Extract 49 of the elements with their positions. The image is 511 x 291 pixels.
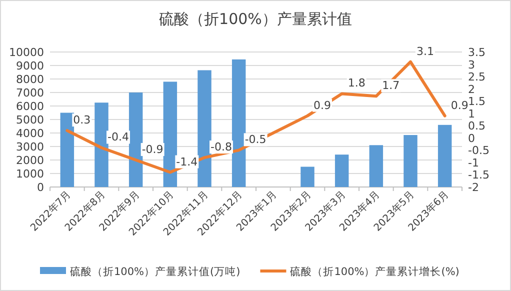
y2-tick-label: -0.5 bbox=[468, 144, 490, 158]
bar bbox=[198, 70, 212, 187]
data-label: 1.7 bbox=[382, 79, 400, 92]
y-tick-label: 3000 bbox=[16, 140, 44, 154]
data-label: 0.3 bbox=[73, 114, 91, 127]
data-label: -0.9 bbox=[142, 143, 164, 156]
y-tick-label: 1000 bbox=[16, 168, 44, 180]
y2-tick-label: -1 bbox=[468, 156, 479, 170]
y-tick-label: 6000 bbox=[16, 100, 44, 113]
bar bbox=[94, 102, 108, 187]
y2-tick-label: -2 bbox=[468, 181, 479, 194]
legend-label: 硫酸（折100%）产量累计值(万吨) bbox=[70, 265, 240, 278]
data-label: 3.1 bbox=[416, 44, 434, 58]
data-label: 0.9 bbox=[314, 98, 331, 112]
bar bbox=[369, 145, 384, 187]
y-tick-label: 10000 bbox=[9, 46, 44, 59]
y2-tick-label: -1.5 bbox=[468, 168, 490, 182]
y-tick-label: 0 bbox=[37, 181, 44, 194]
data-label: -0.5 bbox=[244, 133, 266, 146]
bar bbox=[300, 166, 314, 187]
data-label: -0.4 bbox=[108, 130, 129, 144]
bar bbox=[438, 124, 452, 187]
y2-tick-label: 2.5 bbox=[468, 70, 486, 84]
y-tick-label: 7000 bbox=[16, 86, 44, 100]
y2-tick-label: 0.5 bbox=[468, 120, 486, 133]
chart-title: 硫酸（折100%）产量累计值 bbox=[159, 10, 352, 28]
bar bbox=[60, 112, 74, 187]
y2-tick-label: 2 bbox=[468, 82, 475, 96]
bar bbox=[163, 82, 178, 187]
data-label: 0.9 bbox=[450, 98, 468, 112]
y2-tick-label: 3.5 bbox=[468, 46, 486, 59]
y2-tick-label: 3 bbox=[468, 58, 475, 72]
y-tick-label: 9000 bbox=[16, 60, 44, 72]
y-tick-label: 4000 bbox=[16, 127, 44, 140]
legend-label: 硫酸（折100%）产量累计增长(%) bbox=[290, 265, 460, 278]
line-series bbox=[66, 60, 446, 174]
y2-tick-label: 1 bbox=[468, 107, 475, 120]
y2-tick-label: 0 bbox=[468, 132, 475, 145]
y-tick-label: 2000 bbox=[16, 154, 44, 167]
bar bbox=[128, 92, 143, 187]
y-tick-label: 5000 bbox=[16, 114, 44, 126]
data-label: 1.8 bbox=[348, 76, 366, 90]
bar bbox=[232, 59, 246, 187]
data-label: -0.8 bbox=[210, 140, 232, 154]
y2-tick-label: 1.5 bbox=[468, 95, 486, 108]
bar bbox=[334, 154, 349, 187]
bar bbox=[404, 135, 418, 187]
data-label: -1.4 bbox=[176, 155, 198, 168]
y-tick-label: 8000 bbox=[16, 73, 44, 86]
